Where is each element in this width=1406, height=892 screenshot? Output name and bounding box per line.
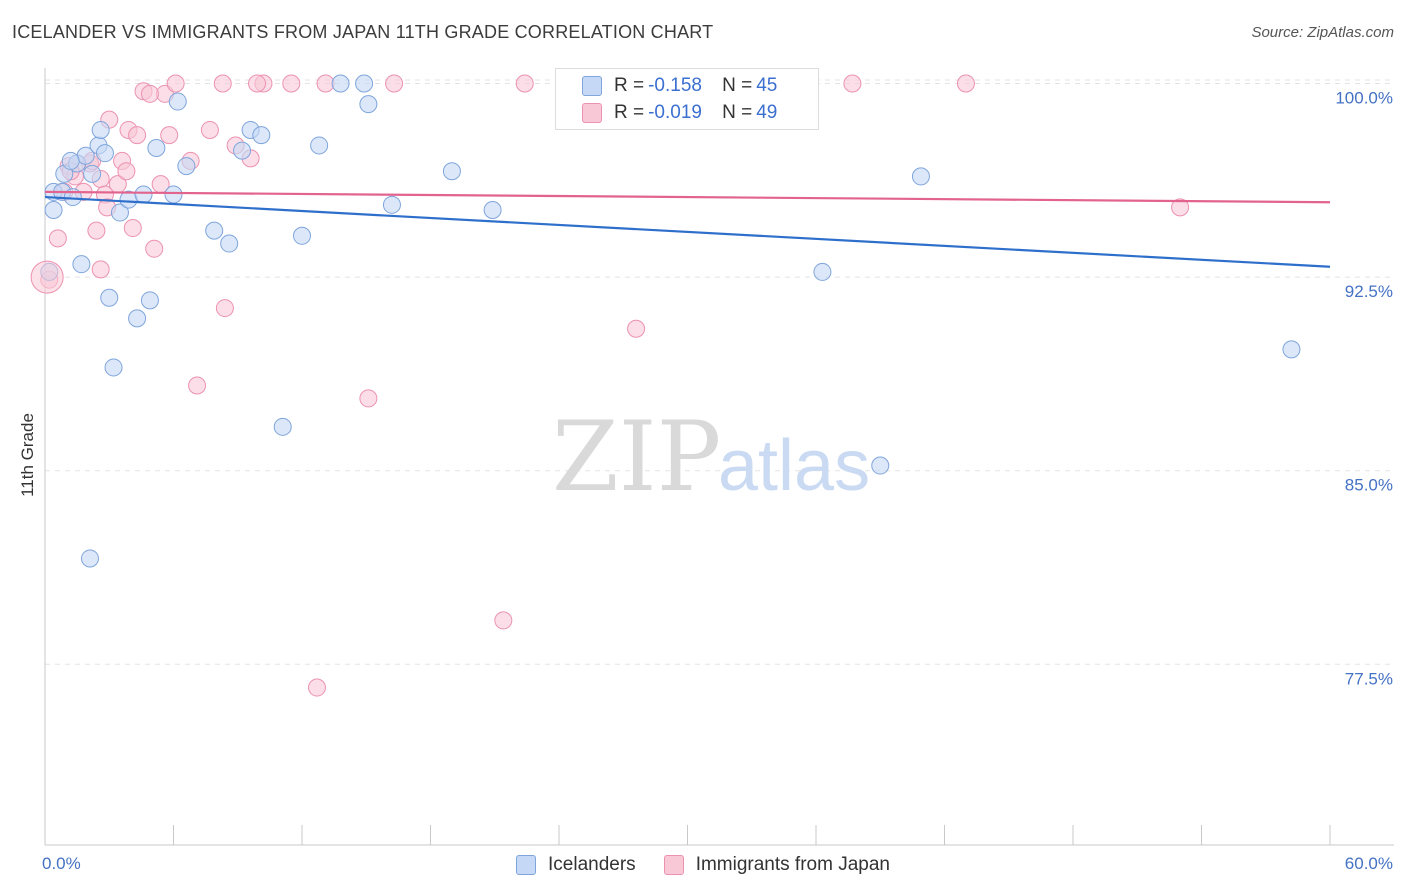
legend-n-label: N = — [722, 75, 753, 96]
icelander-point — [164, 185, 183, 204]
icelander-point — [220, 234, 239, 253]
icelander-point — [273, 417, 292, 436]
icelander-point — [140, 291, 159, 310]
y-tick-labels: 100.0% 92.5% 85.0% 77.5% — [1335, 88, 1393, 688]
japan-point — [215, 299, 234, 318]
icelander-point — [911, 167, 930, 186]
series-legend: Icelanders Immigrants from Japan — [0, 853, 1406, 877]
icelander-point — [293, 226, 311, 245]
icelander-trend-line — [44, 195, 1331, 268]
legend-item-icelanders[interactable]: Icelanders — [516, 854, 636, 876]
chart-title: ICELANDER VS IMMIGRANTS FROM JAPAN 11TH … — [12, 22, 714, 42]
icelander-point — [205, 221, 224, 240]
x-tick-label: 0.0% — [42, 854, 81, 873]
icelander-point — [168, 92, 187, 111]
japan-point — [160, 126, 179, 145]
icelander-point — [104, 358, 123, 377]
trend-lines — [44, 190, 1331, 268]
japan-point — [1171, 198, 1190, 217]
icelander-point — [359, 95, 378, 114]
icelander-point — [100, 288, 119, 307]
japan-point — [282, 74, 301, 93]
icelander-point — [110, 203, 129, 222]
icelander-point — [382, 195, 401, 214]
data-points — [30, 74, 1301, 697]
x-tick-labels: 0.0% 60.0% — [42, 854, 1393, 873]
japan-point — [48, 229, 67, 248]
icelander-point — [80, 549, 99, 568]
icelander-point — [147, 139, 166, 158]
japan-point — [956, 74, 975, 93]
icelander-point — [134, 185, 153, 204]
legend-swatch-blue — [516, 855, 537, 875]
icelander-point — [72, 255, 91, 274]
icelander-point — [83, 164, 102, 183]
japan-point — [307, 678, 326, 697]
japan-point — [385, 74, 404, 93]
icelander-point — [310, 136, 329, 155]
japan-point — [515, 74, 534, 93]
x-tick-label: 60.0% — [1345, 854, 1393, 873]
japan-point — [117, 162, 136, 181]
y-tick-label: 77.5% — [1345, 669, 1393, 688]
icelander-point — [91, 120, 110, 139]
legend-row-japan: R = -0.019 N = 49 — [582, 100, 777, 126]
y-tick-label: 85.0% — [1345, 476, 1393, 495]
icelander-point — [95, 144, 114, 163]
japan-point — [87, 221, 106, 240]
icelander-point — [128, 309, 147, 328]
japan-point — [248, 74, 267, 93]
icelander-point — [252, 126, 271, 145]
icelander-point — [331, 74, 350, 93]
icelander-point — [442, 162, 461, 181]
icelander-point — [61, 151, 80, 170]
icelander-point — [483, 200, 502, 219]
legend-n-value: 45 — [756, 75, 778, 96]
source-label: Source: ZipAtlas.com — [1251, 24, 1394, 41]
icelander-point — [1282, 340, 1301, 359]
japan-point — [128, 126, 147, 145]
japan-point — [140, 84, 159, 103]
legend-label-japan: Immigrants from Japan — [695, 854, 890, 875]
legend-r-value: -0.019 — [648, 102, 702, 123]
y-tick-label: 100.0% — [1335, 88, 1393, 107]
japan-point — [213, 74, 232, 93]
legend-swatch-pink — [582, 103, 602, 123]
icelander-point — [233, 141, 252, 160]
japan-point — [843, 74, 862, 93]
japan-point — [145, 239, 164, 258]
legend-swatch-pink — [663, 855, 684, 875]
legend-label-icelanders: Icelanders — [548, 854, 636, 875]
japan-point — [494, 611, 513, 630]
japan-trend-line — [44, 190, 1331, 204]
legend-row-icelanders: R = -0.158 N = 45 — [582, 73, 777, 99]
stats-legend: R = -0.158 N = 45 R = -0.019 N = 49 — [555, 68, 819, 130]
watermark-atlas: atlas — [718, 426, 870, 506]
japan-point — [91, 260, 110, 279]
icelander-point — [44, 200, 63, 219]
legend-r-label: R = — [614, 75, 645, 96]
watermark-zip: ZIP — [552, 401, 721, 513]
legend-item-japan[interactable]: Immigrants from Japan — [663, 854, 890, 876]
legend-n-label: N = — [722, 102, 753, 123]
y-tick-label: 92.5% — [1345, 282, 1393, 301]
japan-point — [166, 74, 185, 93]
gridlines — [45, 79, 1394, 665]
legend-r-value: -0.158 — [648, 75, 702, 96]
icelander-point — [355, 74, 374, 93]
japan-point — [30, 260, 64, 294]
japan-point — [188, 376, 207, 395]
japan-point — [359, 389, 378, 408]
icelander-point — [813, 262, 832, 281]
legend-swatch-blue — [582, 76, 602, 96]
legend-n-value: 49 — [756, 102, 778, 123]
japan-point — [123, 219, 142, 238]
japan-point — [316, 74, 335, 93]
icelander-point — [177, 157, 196, 176]
icelander-point — [871, 456, 890, 475]
legend-r-label: R = — [614, 102, 645, 123]
japan-point — [627, 319, 646, 338]
japan-point — [200, 120, 219, 139]
